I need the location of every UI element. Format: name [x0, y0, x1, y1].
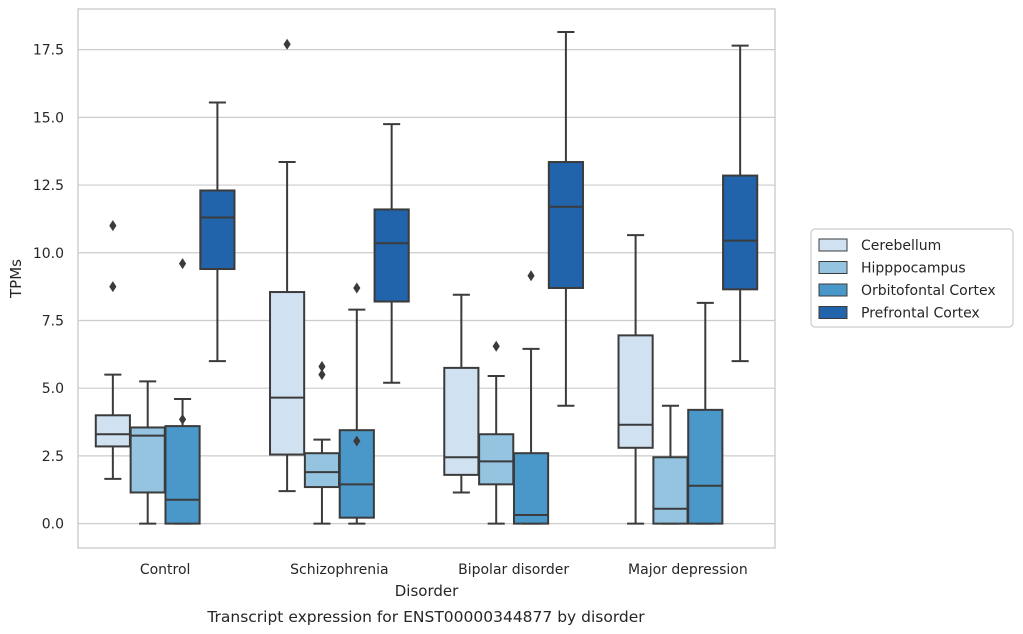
legend-swatch	[818, 238, 848, 252]
box-group	[269, 38, 306, 493]
y-tick-label: 2.5	[42, 449, 64, 465]
box-group	[617, 234, 654, 525]
x-tick-label: Major depression	[628, 562, 748, 578]
legend-label: Hipppocampus	[861, 261, 966, 277]
outlier-point	[318, 361, 326, 373]
legend-label: Orbitofontal Cortex	[861, 283, 996, 299]
outlier-point	[109, 281, 117, 293]
box-group	[722, 44, 759, 363]
box	[164, 425, 201, 525]
outlier-point	[283, 38, 291, 50]
box-group	[129, 380, 166, 525]
box	[303, 452, 341, 489]
box-group	[687, 301, 724, 525]
box-group	[164, 258, 201, 525]
box-group	[338, 282, 375, 525]
y-tick-label: 10.0	[33, 246, 64, 262]
x-tick-label: Bipolar disorder	[458, 562, 569, 578]
y-tick-label: 15.0	[33, 110, 64, 126]
box	[512, 452, 550, 525]
box-group	[478, 340, 515, 525]
x-tick-label: Control	[140, 562, 191, 578]
outlier-point	[353, 435, 361, 447]
y-axis-label: TPMs	[7, 259, 25, 299]
box-group	[512, 270, 550, 525]
box	[617, 334, 654, 449]
legend-swatch	[818, 306, 848, 319]
x-axis-label: Disorder	[395, 582, 459, 600]
outlier-point	[353, 282, 361, 294]
legend-label: Prefrontal Cortex	[861, 306, 980, 322]
box	[722, 174, 759, 291]
box	[547, 161, 584, 289]
box	[478, 433, 515, 486]
y-tick-labels: 0.0 2.5 5.0 7.5 10.0 12.5 15.0 17.5	[33, 43, 64, 533]
plot-frame	[77, 8, 776, 549]
legend: Cerebellum Hipppocampus Orbitofontal Corte…	[810, 228, 1014, 328]
outlier-point	[178, 258, 187, 270]
y-tick-label: 5.0	[42, 381, 64, 397]
x-tick-label: Schizophrenia	[290, 562, 388, 578]
box-group	[199, 101, 236, 363]
box-group	[652, 404, 689, 525]
outlier-point	[492, 340, 500, 352]
box-group	[443, 293, 480, 494]
y-tick-label: 7.5	[42, 313, 64, 329]
y-tick-label: 17.5	[33, 43, 64, 59]
x-tick-labels: Control Schizophrenia Bipolar disorder Majo…	[140, 562, 748, 578]
outlier-point	[178, 413, 187, 425]
legend-swatch	[818, 261, 848, 274]
legend-frame	[810, 228, 1014, 328]
outlier-point	[527, 270, 535, 282]
box-group	[303, 361, 341, 525]
box	[443, 366, 480, 476]
legend-swatch	[818, 283, 848, 297]
outlier-point	[318, 369, 326, 381]
box	[373, 208, 410, 303]
box	[129, 426, 166, 494]
box	[269, 291, 306, 456]
chart-title: Transcript expression for ENST0000034487…	[206, 608, 645, 626]
plot-boxes	[94, 31, 759, 525]
box	[94, 414, 131, 448]
y-tick-label: 0.0	[42, 517, 64, 533]
box	[687, 408, 724, 525]
y-tick-label: 12.5	[33, 178, 64, 194]
box	[652, 456, 689, 525]
box-group	[94, 220, 131, 480]
box-group	[547, 31, 584, 407]
legend-label: Cerebellum	[861, 238, 941, 254]
outlier-point	[109, 220, 117, 232]
box	[199, 189, 236, 271]
box-group	[373, 123, 410, 384]
